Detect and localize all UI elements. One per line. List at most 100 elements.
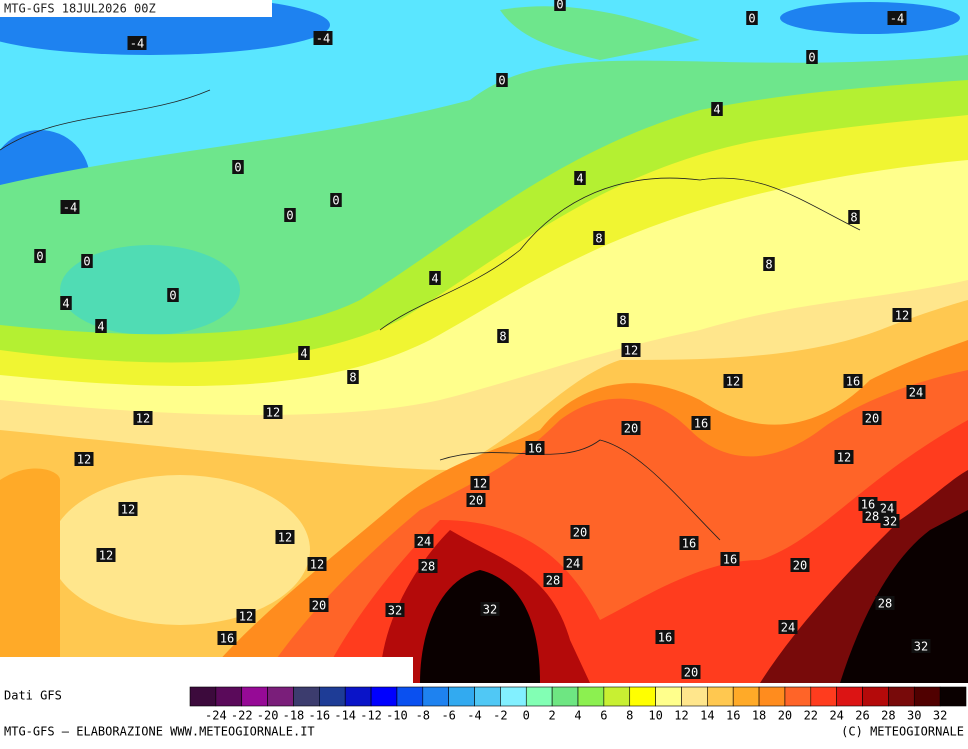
contour-label-box: [862, 411, 882, 425]
footer-right: (C) METEOGIORNALE: [841, 725, 964, 739]
contour-label-box: [711, 102, 723, 116]
blank-box: [0, 657, 413, 683]
contour-label-box: [911, 639, 931, 653]
contour-label: 24: [417, 535, 431, 549]
contour-label: 32: [483, 603, 497, 617]
band-32: [840, 510, 968, 683]
cold-patch: [780, 2, 960, 34]
contour-label: 8: [349, 371, 356, 385]
contour-label-box: [133, 411, 153, 425]
contour-label: 12: [136, 412, 150, 426]
contour-label-box: [60, 200, 80, 214]
colorbar-swatch: [474, 686, 501, 707]
contour-label-box: [81, 254, 93, 268]
contour-label-box: [313, 31, 333, 45]
colorbar-swatch: [293, 686, 320, 707]
contour-label: 24: [909, 386, 923, 400]
contour-label: 24: [880, 502, 894, 516]
contour-label-box: [95, 319, 107, 333]
coastline: [0, 89, 861, 541]
contour-label-box: [414, 534, 434, 548]
contour-label: 4: [97, 320, 104, 334]
contour-label: 16: [694, 417, 708, 431]
contour-label: 12: [624, 344, 638, 358]
contour-label: 12: [473, 477, 487, 491]
contour-label-box: [843, 374, 863, 388]
contour-label-box: [284, 208, 296, 222]
contour-label-box: [834, 450, 854, 464]
contour-label: 0: [332, 194, 339, 208]
contour-label: 28: [421, 560, 435, 574]
contour-label: 32: [388, 604, 402, 618]
colorbar-label: 32: [933, 709, 947, 723]
colorbar-swatch: [888, 686, 915, 707]
contour-label: 0: [234, 161, 241, 175]
contour-label: 0: [748, 12, 755, 26]
contour-label: 0: [808, 51, 815, 65]
colorbar: -24 -22 -20 -18 -16 -14 -12 -10 -8 -6 -4 -2 0 2 4 6 8 10 1…: [189, 686, 967, 723]
contour-label-box: [880, 514, 900, 528]
contour-label: 32: [914, 640, 928, 654]
colorbar-label: 28: [881, 709, 895, 723]
contour-label: 8: [765, 258, 772, 272]
colorbar-label: -10: [386, 709, 408, 723]
colorbar-swatch: [707, 686, 734, 707]
contour-label: 16: [846, 375, 860, 389]
contour-label-box: [887, 11, 907, 25]
contour-label-box: [617, 313, 629, 327]
contour-label: -4: [130, 37, 144, 51]
contour-label-box: [679, 536, 699, 550]
contour-label-box: [330, 193, 342, 207]
contour-label: 0: [169, 289, 176, 303]
colorbar-label: -22: [231, 709, 253, 723]
contour-label: 12: [837, 451, 851, 465]
contour-label-box: [720, 552, 740, 566]
contour-label: 0: [286, 209, 293, 223]
contour-label-box: [470, 476, 490, 490]
colorbar-swatch: [681, 686, 708, 707]
contour-label: 20: [684, 666, 698, 680]
contour-label: 16: [682, 537, 696, 551]
colorbar-label: 24: [829, 709, 843, 723]
colorbar-label: -4: [467, 709, 481, 723]
contour-label-box: [298, 346, 310, 360]
contour-label: 16: [723, 553, 737, 567]
band-32: [420, 570, 540, 683]
colorbar-label: 30: [907, 709, 921, 723]
contour-label: 16: [528, 442, 542, 456]
contour-label: 12: [121, 503, 135, 517]
contour-label: 8: [499, 330, 506, 344]
colorbar-label: 4: [574, 709, 581, 723]
contour-label-box: [848, 210, 860, 224]
colorbar-label: 12: [674, 709, 688, 723]
contour-label-box: [543, 573, 563, 587]
contour-label-box: [621, 343, 641, 357]
title-box: [0, 0, 272, 17]
contour-label-box: [385, 603, 405, 617]
contour-label-box: [655, 630, 675, 644]
colorbar-label: -20: [257, 709, 279, 723]
contour-label: 4: [576, 172, 583, 186]
contour-label-box: [723, 374, 743, 388]
contour-label-box: [236, 609, 256, 623]
contour-label: 28: [865, 510, 879, 524]
contour-label: 28: [878, 597, 892, 611]
contour-label-box: [275, 530, 295, 544]
contour-label-box: [496, 73, 508, 87]
contour-label-box: [429, 271, 441, 285]
colorbar-label: -8: [416, 709, 430, 723]
contour-label-box: [418, 559, 438, 573]
colorbar-swatch: [836, 686, 863, 707]
colorbar-label: 18: [752, 709, 766, 723]
contour-label: 4: [431, 272, 438, 286]
contour-label-box: [574, 171, 586, 185]
colorbar-label: -12: [360, 709, 382, 723]
sahara-patch: [50, 475, 310, 625]
contour-label: 20: [312, 599, 326, 613]
contour-label-box: [497, 329, 509, 343]
contour-label: 12: [99, 549, 113, 563]
contour-label-box: [906, 385, 926, 399]
contour-label: 0: [83, 255, 90, 269]
contour-label: 12: [266, 406, 280, 420]
